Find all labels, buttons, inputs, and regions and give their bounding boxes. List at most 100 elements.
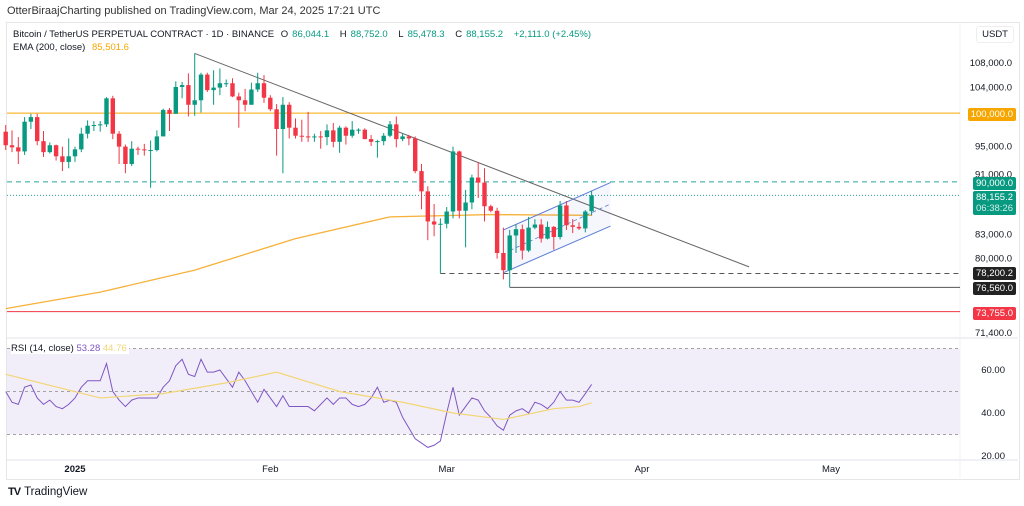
candle-body — [532, 224, 538, 228]
rsi-value: 53.28 — [76, 343, 101, 354]
candle — [261, 75, 267, 103]
candle-body — [85, 125, 90, 134]
candle — [318, 131, 323, 149]
candle — [28, 113, 34, 130]
candle — [419, 164, 424, 210]
candle — [135, 146, 141, 155]
candle — [387, 121, 393, 138]
candle-body — [98, 124, 103, 126]
time-tick: May — [822, 464, 840, 475]
candle-body — [488, 206, 493, 211]
rsi-ma-line — [5, 371, 592, 421]
level-label-73755: 73,755.0 — [973, 307, 1016, 320]
candle-body — [16, 147, 21, 152]
candle-body — [557, 205, 563, 238]
candle-body — [526, 227, 531, 251]
rsi-line — [5, 357, 593, 448]
candle — [368, 135, 374, 146]
candle-body — [198, 74, 204, 101]
candle — [431, 203, 437, 237]
candle-body — [255, 83, 260, 90]
currency-button[interactable]: USDT — [976, 26, 1014, 43]
footer: TV TradingView — [8, 486, 87, 498]
candle — [501, 227, 506, 280]
candle — [9, 130, 15, 153]
candle-body — [47, 145, 52, 153]
candle-body — [337, 127, 342, 142]
level-label-90000: 90,000.0 — [973, 177, 1016, 190]
candle — [350, 121, 355, 138]
rsi-label[interactable]: RSI (14, close) — [11, 343, 74, 354]
candle — [457, 150, 462, 219]
candle-body — [53, 145, 59, 157]
change-value: +2,111.0 (+2.45%) — [513, 29, 592, 40]
time-tick: 2025 — [64, 464, 86, 475]
candle — [41, 131, 46, 157]
candle-body — [400, 136, 405, 140]
candle-body — [3, 131, 8, 146]
candle-body — [72, 149, 78, 157]
candle-body — [268, 97, 273, 110]
candle-body — [501, 252, 506, 271]
candle — [545, 221, 550, 240]
price-tick: 108,000.0 — [970, 58, 1012, 69]
tradingview-logo-icon: TV — [8, 486, 21, 498]
candle — [539, 219, 544, 243]
candle — [551, 226, 556, 250]
candle-body — [274, 109, 279, 130]
channel-lower-line — [503, 225, 611, 274]
candle — [230, 78, 235, 98]
candle-body — [192, 100, 197, 105]
candle-body — [28, 117, 34, 122]
candle — [198, 72, 204, 113]
last-price-label: 88,155.2 06:38:26 — [973, 191, 1016, 215]
time-tick: Apr — [635, 464, 650, 475]
candle-body — [35, 117, 40, 142]
candle-body — [545, 226, 550, 239]
candle — [469, 174, 475, 210]
candle — [104, 97, 109, 128]
candle — [192, 53, 197, 116]
rsi-tick: 40.00 — [981, 408, 1005, 419]
candle-body — [350, 129, 355, 136]
time-tick: Feb — [262, 464, 278, 475]
candle-body — [507, 235, 512, 271]
candle-body — [249, 89, 254, 105]
candle-body — [513, 229, 519, 236]
candle-body — [469, 177, 475, 203]
candle — [66, 138, 71, 169]
candle-body — [425, 191, 430, 222]
candle-body — [305, 136, 311, 138]
candle-body — [205, 74, 210, 91]
open-label: O — [280, 29, 289, 40]
candle — [513, 224, 519, 253]
candle-body — [419, 171, 424, 192]
candle-body — [161, 109, 166, 137]
candle — [375, 139, 380, 158]
candle — [72, 146, 78, 162]
candle-body — [413, 138, 418, 172]
candle — [123, 144, 128, 174]
candle-body — [173, 86, 178, 114]
candle-body — [570, 225, 575, 227]
candle — [148, 140, 153, 188]
candle-body — [66, 156, 71, 162]
candle — [35, 113, 40, 146]
level-label-78200: 78,200.2 — [973, 267, 1016, 280]
candle — [526, 216, 531, 253]
candle — [255, 72, 260, 93]
candle-body — [406, 136, 412, 139]
candle — [142, 143, 147, 156]
ema-label[interactable]: EMA (200, close) — [13, 42, 86, 53]
candle-body — [230, 83, 235, 97]
candle — [287, 102, 292, 139]
candle — [305, 111, 311, 142]
candle — [85, 120, 90, 139]
chart-frame — [6, 22, 1020, 480]
candle-body — [482, 182, 487, 207]
publisher-line: OtterBiraajCharting published on Trading… — [7, 5, 381, 17]
candle — [60, 146, 65, 172]
symbol-title[interactable]: Bitcoin / TetherUS PERPETUAL CONTRACT · … — [13, 29, 275, 40]
candle-body — [368, 139, 374, 142]
